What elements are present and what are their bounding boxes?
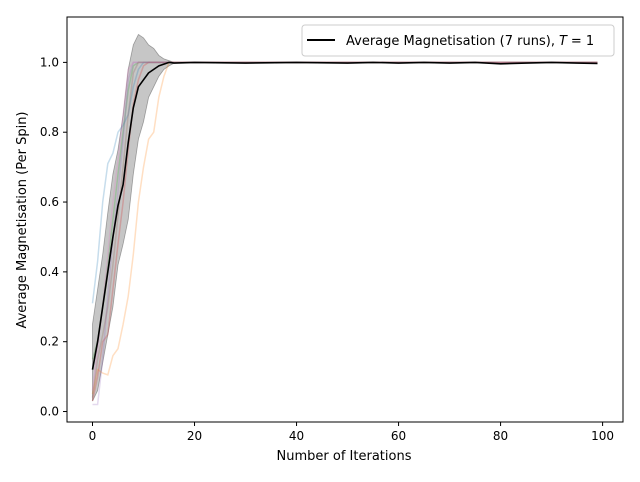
plot-frame (66, 16, 624, 423)
legend-box (301, 24, 615, 57)
run-line-4 (91, 61, 598, 402)
run-line-5 (92, 61, 598, 406)
legend: Average Magnetisation (7 runs), T = 1 (301, 24, 615, 57)
x-tick-label: 60 (391, 429, 406, 443)
y-tick-label: 1.0 (40, 55, 59, 69)
run-line-1 (91, 61, 598, 304)
mean-line (91, 61, 598, 370)
x-tick-label: 80 (493, 429, 508, 443)
y-tick-label: 0.8 (40, 125, 59, 139)
y-axis-ticks: 0.0 0.2 0.4 0.6 0.8 1.0 (40, 55, 67, 419)
x-axis-label: Number of Iterations (277, 449, 412, 464)
x-axis-ticks: 0 20 40 60 80 100 (89, 422, 614, 443)
plot-area (91, 33, 598, 406)
x-tick-label: 0 (89, 429, 97, 443)
y-tick-label: 0.2 (40, 335, 59, 349)
run-line-6 (91, 61, 598, 398)
legend-label-prefix: Average Magnetisation (7 runs), (346, 34, 555, 49)
legend-label-math: T (559, 34, 568, 49)
run-line-2 (91, 61, 598, 395)
legend-label: Average Magnetisation (7 runs), T = 1 (346, 34, 594, 49)
y-tick-label: 0.4 (40, 265, 59, 279)
mean-layer (91, 61, 598, 370)
legend-label-eq: = 1 (571, 34, 594, 49)
y-tick-label: 0.6 (40, 195, 59, 209)
x-tick-label: 100 (591, 429, 614, 443)
x-tick-label: 20 (187, 429, 202, 443)
x-tick-label: 40 (289, 429, 304, 443)
y-axis-label: Average Magnetisation (Per Spin) (15, 111, 30, 328)
y-tick-label: 0.0 (40, 405, 59, 419)
